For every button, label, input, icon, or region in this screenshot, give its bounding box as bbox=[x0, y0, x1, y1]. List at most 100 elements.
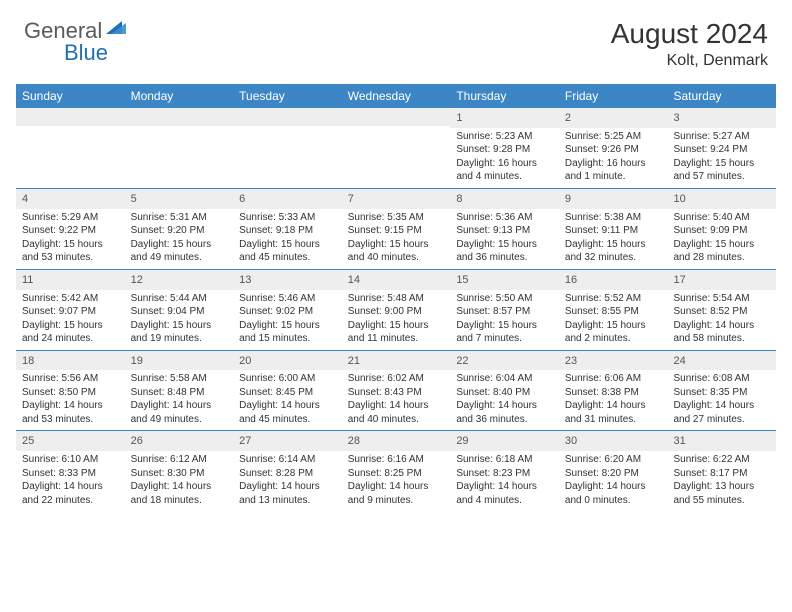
sunset-text: Sunset: 8:40 PM bbox=[456, 386, 553, 400]
sunset-text: Sunset: 8:35 PM bbox=[673, 386, 770, 400]
daylight-text: Daylight: 15 hours and 57 minutes. bbox=[673, 157, 770, 184]
day-cell: 24Sunrise: 6:08 AMSunset: 8:35 PMDayligh… bbox=[667, 351, 776, 431]
sunset-text: Sunset: 9:28 PM bbox=[456, 143, 553, 157]
day-number: 3 bbox=[667, 108, 776, 128]
weekday-header: Wednesday bbox=[342, 84, 451, 108]
daylight-text: Daylight: 15 hours and 36 minutes. bbox=[456, 238, 553, 265]
day-cell: 6Sunrise: 5:33 AMSunset: 9:18 PMDaylight… bbox=[233, 189, 342, 269]
sunset-text: Sunset: 9:11 PM bbox=[565, 224, 662, 238]
weekday-header: Tuesday bbox=[233, 84, 342, 108]
day-cell: 31Sunrise: 6:22 AMSunset: 8:17 PMDayligh… bbox=[667, 431, 776, 511]
day-cell bbox=[342, 108, 451, 188]
sunrise-text: Sunrise: 5:50 AM bbox=[456, 292, 553, 306]
day-details: Sunrise: 5:58 AMSunset: 8:48 PMDaylight:… bbox=[125, 370, 234, 430]
sunrise-text: Sunrise: 5:58 AM bbox=[131, 372, 228, 386]
daylight-text: Daylight: 14 hours and 49 minutes. bbox=[131, 399, 228, 426]
sunset-text: Sunset: 8:28 PM bbox=[239, 467, 336, 481]
sunset-text: Sunset: 8:17 PM bbox=[673, 467, 770, 481]
sunrise-text: Sunrise: 5:25 AM bbox=[565, 130, 662, 144]
day-details: Sunrise: 5:54 AMSunset: 8:52 PMDaylight:… bbox=[667, 290, 776, 350]
sunset-text: Sunset: 9:02 PM bbox=[239, 305, 336, 319]
sunset-text: Sunset: 8:55 PM bbox=[565, 305, 662, 319]
day-cell bbox=[16, 108, 125, 188]
brand-triangle-icon bbox=[106, 18, 126, 39]
sunrise-text: Sunrise: 6:04 AM bbox=[456, 372, 553, 386]
day-number: 23 bbox=[559, 351, 668, 371]
day-cell: 28Sunrise: 6:16 AMSunset: 8:25 PMDayligh… bbox=[342, 431, 451, 511]
day-details: Sunrise: 5:38 AMSunset: 9:11 PMDaylight:… bbox=[559, 209, 668, 269]
day-cell: 11Sunrise: 5:42 AMSunset: 9:07 PMDayligh… bbox=[16, 270, 125, 350]
daylight-text: Daylight: 15 hours and 45 minutes. bbox=[239, 238, 336, 265]
day-details: Sunrise: 6:22 AMSunset: 8:17 PMDaylight:… bbox=[667, 451, 776, 511]
sunset-text: Sunset: 8:50 PM bbox=[22, 386, 119, 400]
day-cell: 27Sunrise: 6:14 AMSunset: 8:28 PMDayligh… bbox=[233, 431, 342, 511]
day-cell: 7Sunrise: 5:35 AMSunset: 9:15 PMDaylight… bbox=[342, 189, 451, 269]
day-cell: 14Sunrise: 5:48 AMSunset: 9:00 PMDayligh… bbox=[342, 270, 451, 350]
sunset-text: Sunset: 8:38 PM bbox=[565, 386, 662, 400]
day-details: Sunrise: 5:35 AMSunset: 9:15 PMDaylight:… bbox=[342, 209, 451, 269]
day-cell: 22Sunrise: 6:04 AMSunset: 8:40 PMDayligh… bbox=[450, 351, 559, 431]
day-number: 14 bbox=[342, 270, 451, 290]
day-number: 27 bbox=[233, 431, 342, 451]
day-number: 18 bbox=[16, 351, 125, 371]
day-cell bbox=[233, 108, 342, 188]
day-details: Sunrise: 5:29 AMSunset: 9:22 PMDaylight:… bbox=[16, 209, 125, 269]
day-details: Sunrise: 5:36 AMSunset: 9:13 PMDaylight:… bbox=[450, 209, 559, 269]
day-cell: 17Sunrise: 5:54 AMSunset: 8:52 PMDayligh… bbox=[667, 270, 776, 350]
day-number: 1 bbox=[450, 108, 559, 128]
day-details: Sunrise: 6:14 AMSunset: 8:28 PMDaylight:… bbox=[233, 451, 342, 511]
daylight-text: Daylight: 14 hours and 9 minutes. bbox=[348, 480, 445, 507]
page-header: GeneralBlue August 2024 Kolt, Denmark bbox=[0, 0, 792, 78]
sunrise-text: Sunrise: 5:44 AM bbox=[131, 292, 228, 306]
day-number: 6 bbox=[233, 189, 342, 209]
daylight-text: Daylight: 14 hours and 4 minutes. bbox=[456, 480, 553, 507]
sunset-text: Sunset: 8:57 PM bbox=[456, 305, 553, 319]
sunset-text: Sunset: 8:23 PM bbox=[456, 467, 553, 481]
day-details: Sunrise: 6:10 AMSunset: 8:33 PMDaylight:… bbox=[16, 451, 125, 511]
day-details: Sunrise: 5:25 AMSunset: 9:26 PMDaylight:… bbox=[559, 128, 668, 188]
sunset-text: Sunset: 8:48 PM bbox=[131, 386, 228, 400]
day-cell: 10Sunrise: 5:40 AMSunset: 9:09 PMDayligh… bbox=[667, 189, 776, 269]
day-cell: 19Sunrise: 5:58 AMSunset: 8:48 PMDayligh… bbox=[125, 351, 234, 431]
daylight-text: Daylight: 14 hours and 22 minutes. bbox=[22, 480, 119, 507]
sunrise-text: Sunrise: 6:22 AM bbox=[673, 453, 770, 467]
day-cell: 29Sunrise: 6:18 AMSunset: 8:23 PMDayligh… bbox=[450, 431, 559, 511]
sunset-text: Sunset: 9:07 PM bbox=[22, 305, 119, 319]
day-details bbox=[16, 126, 125, 132]
day-details: Sunrise: 5:33 AMSunset: 9:18 PMDaylight:… bbox=[233, 209, 342, 269]
day-details: Sunrise: 6:04 AMSunset: 8:40 PMDaylight:… bbox=[450, 370, 559, 430]
daylight-text: Daylight: 14 hours and 53 minutes. bbox=[22, 399, 119, 426]
day-number: 30 bbox=[559, 431, 668, 451]
day-number bbox=[233, 108, 342, 126]
daylight-text: Daylight: 15 hours and 2 minutes. bbox=[565, 319, 662, 346]
sunrise-text: Sunrise: 5:31 AM bbox=[131, 211, 228, 225]
day-cell: 13Sunrise: 5:46 AMSunset: 9:02 PMDayligh… bbox=[233, 270, 342, 350]
day-details: Sunrise: 5:42 AMSunset: 9:07 PMDaylight:… bbox=[16, 290, 125, 350]
day-number: 29 bbox=[450, 431, 559, 451]
weekday-header: Saturday bbox=[667, 84, 776, 108]
sunset-text: Sunset: 9:22 PM bbox=[22, 224, 119, 238]
title-block: August 2024 Kolt, Denmark bbox=[611, 18, 768, 70]
day-details: Sunrise: 5:44 AMSunset: 9:04 PMDaylight:… bbox=[125, 290, 234, 350]
week-row: 1Sunrise: 5:23 AMSunset: 9:28 PMDaylight… bbox=[16, 108, 776, 188]
daylight-text: Daylight: 16 hours and 4 minutes. bbox=[456, 157, 553, 184]
day-cell: 2Sunrise: 5:25 AMSunset: 9:26 PMDaylight… bbox=[559, 108, 668, 188]
sunset-text: Sunset: 9:15 PM bbox=[348, 224, 445, 238]
sunrise-text: Sunrise: 5:54 AM bbox=[673, 292, 770, 306]
day-details: Sunrise: 6:20 AMSunset: 8:20 PMDaylight:… bbox=[559, 451, 668, 511]
sunset-text: Sunset: 8:52 PM bbox=[673, 305, 770, 319]
weekday-header: Thursday bbox=[450, 84, 559, 108]
day-number: 2 bbox=[559, 108, 668, 128]
day-number: 21 bbox=[342, 351, 451, 371]
daylight-text: Daylight: 15 hours and 19 minutes. bbox=[131, 319, 228, 346]
day-number: 4 bbox=[16, 189, 125, 209]
daylight-text: Daylight: 15 hours and 32 minutes. bbox=[565, 238, 662, 265]
week-row: 25Sunrise: 6:10 AMSunset: 8:33 PMDayligh… bbox=[16, 430, 776, 511]
day-cell: 20Sunrise: 6:00 AMSunset: 8:45 PMDayligh… bbox=[233, 351, 342, 431]
day-cell: 8Sunrise: 5:36 AMSunset: 9:13 PMDaylight… bbox=[450, 189, 559, 269]
day-details: Sunrise: 5:50 AMSunset: 8:57 PMDaylight:… bbox=[450, 290, 559, 350]
sunset-text: Sunset: 9:04 PM bbox=[131, 305, 228, 319]
day-details: Sunrise: 6:18 AMSunset: 8:23 PMDaylight:… bbox=[450, 451, 559, 511]
sunset-text: Sunset: 8:33 PM bbox=[22, 467, 119, 481]
sunrise-text: Sunrise: 6:08 AM bbox=[673, 372, 770, 386]
